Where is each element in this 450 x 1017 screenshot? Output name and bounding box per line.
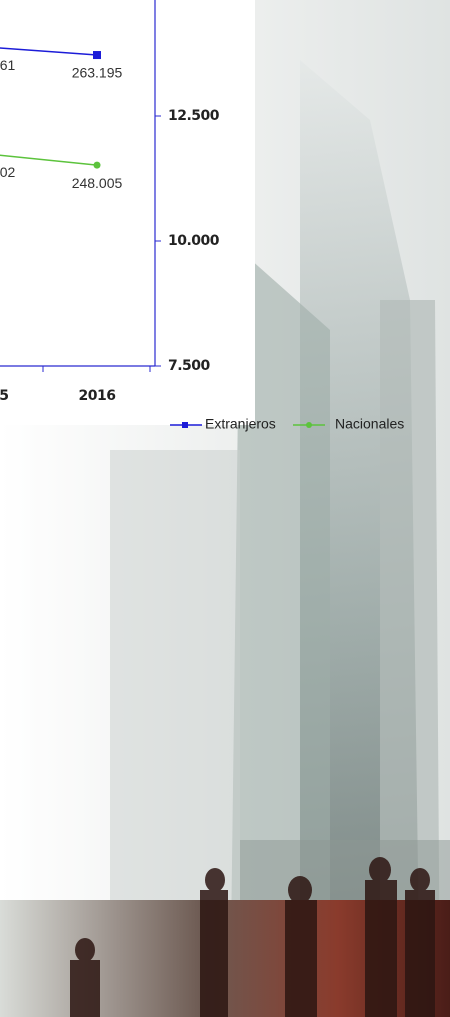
x-tick-label: 2016 <box>79 388 116 404</box>
y2-tick-label: 12.500 <box>168 108 220 124</box>
series-line <box>0 47 98 56</box>
legend-label: Nacionales <box>335 416 404 432</box>
series-line <box>0 154 98 166</box>
y2-tick-label: 7.500 <box>168 358 211 374</box>
data-label: 263.195 <box>72 65 123 81</box>
y2-tick-label: 10.000 <box>168 233 220 249</box>
data-label: 264.261 <box>0 57 16 73</box>
point <box>93 161 101 169</box>
chart-panel <box>0 0 255 425</box>
chart: 7.500 10.000 12.500 2015 2016 264.261 263.195 2… <box>0 0 404 432</box>
data-label: 249.502 <box>0 164 16 180</box>
x-tick-label: 2015 <box>0 388 8 404</box>
legend-marker <box>306 422 312 428</box>
data-label: 248.005 <box>72 175 123 191</box>
legend-label: Extranjeros <box>205 416 276 432</box>
legend-marker <box>182 422 188 428</box>
point <box>93 51 101 60</box>
